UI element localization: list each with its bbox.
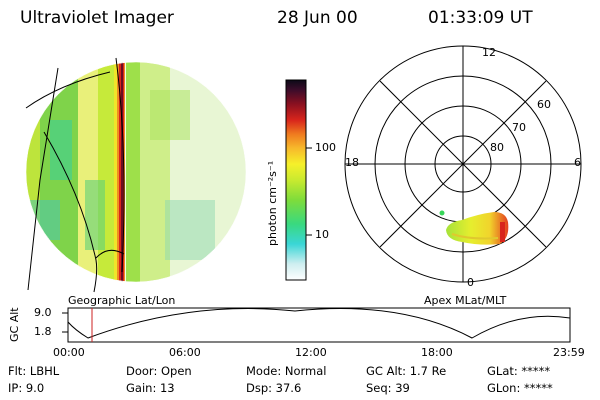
caption-geographic: Geographic Lat/Lon bbox=[68, 294, 176, 307]
date-label: 28 Jun 00 bbox=[277, 8, 358, 28]
info-gcalt: GC Alt: 1.7 Re bbox=[366, 364, 447, 378]
info-door: Door: Open bbox=[126, 364, 192, 378]
mlt-label-18: 18 bbox=[345, 156, 359, 169]
mlt-label-6: 6 bbox=[574, 156, 581, 169]
info-gain: Gain: 13 bbox=[126, 381, 175, 395]
info-glat: GLat: ***** bbox=[487, 364, 551, 378]
info-dsp: Dsp: 37.6 bbox=[246, 381, 302, 395]
colorbar bbox=[285, 79, 307, 281]
colorbar-tick-10: 10 bbox=[315, 228, 329, 241]
caption-apex: Apex MLat/MLT bbox=[424, 294, 507, 307]
aurora-oval bbox=[439, 210, 509, 245]
colorbar-tick-100: 100 bbox=[315, 141, 336, 154]
xtick-0600: 06:00 bbox=[169, 346, 201, 359]
polar-grid bbox=[344, 45, 582, 283]
mlat-label-60: 60 bbox=[537, 98, 551, 111]
altitude-ytick-1-8: 1.8 bbox=[34, 325, 52, 338]
colorbar-label: photon cm⁻²s⁻¹ bbox=[266, 160, 279, 246]
colorbar-ticks bbox=[306, 147, 312, 236]
xtick-0000: 00:00 bbox=[53, 346, 85, 359]
xtick-1200: 12:00 bbox=[295, 346, 327, 359]
info-ip: IP: 9.0 bbox=[8, 381, 45, 395]
mlt-label-0: 0 bbox=[467, 276, 474, 289]
altitude-ytick-9: 9.0 bbox=[34, 306, 52, 319]
altitude-ylabel: GC Alt bbox=[8, 307, 21, 342]
time-label: 01:33:09 UT bbox=[428, 8, 533, 28]
info-flt: Flt: LBHL bbox=[8, 364, 60, 378]
info-mode: Mode: Normal bbox=[246, 364, 327, 378]
altitude-plot bbox=[62, 307, 571, 343]
xtick-2359: 23:59 bbox=[553, 346, 585, 359]
xtick-1800: 18:00 bbox=[421, 346, 453, 359]
instrument-title: Ultraviolet Imager bbox=[20, 8, 174, 28]
mlt-label-12: 12 bbox=[482, 46, 496, 59]
info-glon: GLon: ***** bbox=[487, 381, 553, 395]
mlat-label-70: 70 bbox=[512, 121, 526, 134]
info-seq: Seq: 39 bbox=[366, 381, 410, 395]
mlat-label-80: 80 bbox=[490, 141, 504, 154]
geo-grid-lines bbox=[25, 57, 125, 293]
